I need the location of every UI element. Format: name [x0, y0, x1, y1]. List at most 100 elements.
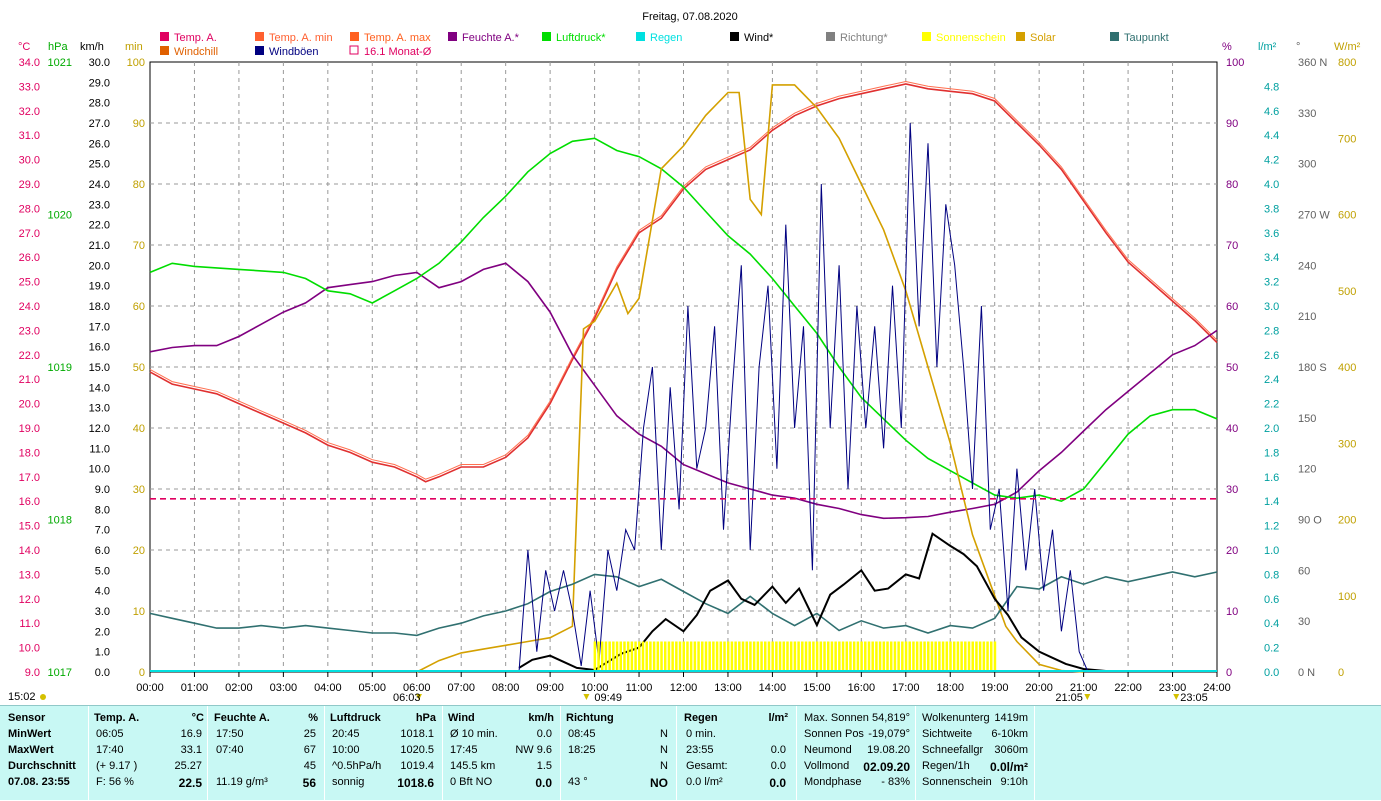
ytick-rain-6: 1.2 [1264, 521, 1279, 533]
xtick-17: 17:00 [892, 682, 920, 694]
marker-sunrise-icon [415, 694, 422, 700]
pc-wind-row-3-value: 0.0 [535, 776, 552, 790]
sun-bar-84 [904, 641, 908, 672]
sun-bar-70 [852, 641, 856, 672]
marker-left-time: 15:02 [8, 691, 36, 703]
sun-bar-106 [986, 641, 989, 672]
sun-bar-80 [889, 641, 893, 672]
ytick-temp-8: 17.0 [19, 472, 40, 484]
weather-chart: Freitag, 07.08.2020 Temp. A. Temp. A. min… [8, 11, 1361, 704]
ytick-kmh-6: 6.0 [95, 545, 110, 557]
pc-druck-header: Luftdruck [330, 712, 381, 724]
sun-icon-left [40, 694, 46, 700]
legend: Temp. A. Temp. A. min Temp. A. max Feuchte … [160, 32, 1169, 58]
pc-cloud-row-3-label: Regen/1h [922, 760, 970, 772]
xtick-21: 21:00 [1070, 682, 1098, 694]
pc-cloud-row-1-label: Sichtweite [922, 728, 973, 740]
sun-bar-60 [815, 641, 819, 672]
ytick-deg-10: 300 [1298, 159, 1316, 171]
sun-bar-73 [864, 641, 867, 672]
ytick-kmh-17: 17.0 [89, 321, 110, 333]
sun-bar-20 [667, 641, 671, 672]
ytick-solar-4: 400 [1338, 362, 1356, 374]
legend-label-10: Taupunkt [1124, 32, 1169, 44]
xtick-0: 00:00 [136, 682, 164, 694]
wind-col: Wind km/h Ø 10 min. 0.0 17:45 NW 9.6 145.5 km 1… [448, 706, 554, 801]
pc-wind-unit: km/h [528, 712, 554, 724]
y-axes: 9.0 10.0 11.0 12.0 13.0 14.0 15.0 16.0 17.0 18.0 1… [19, 57, 1357, 679]
sun-bar-105 [982, 641, 986, 672]
sun-bar-72 [860, 641, 863, 672]
ytick-temp-15: 24.0 [19, 301, 40, 313]
pc-cloud-row-4-label: Sonnenschein [922, 776, 992, 788]
ytick-temp-20: 29.0 [19, 179, 40, 191]
ytick-pct-2: 20 [1226, 545, 1238, 557]
sun-bar-57 [804, 641, 808, 672]
sun-bar-21 [671, 641, 674, 672]
pc-richtung-row-0-value: N [660, 728, 668, 740]
legend-swatch-0 [160, 32, 169, 41]
legend-swatch-5 [636, 32, 645, 41]
ytick-pct-9: 90 [1226, 118, 1238, 130]
sun-bar-58 [808, 641, 811, 672]
pc-cloud-row-2-label: Schneefallgr [922, 744, 984, 756]
pc-cloud-row-2-value: 3060m [994, 744, 1028, 756]
sun-bar-90 [927, 641, 930, 672]
sun-bar-39 [738, 641, 741, 672]
ytick-min-4: 40 [133, 423, 145, 435]
ytick-rain-2: 0.4 [1264, 618, 1279, 630]
legend-label-3: Feuchte A.* [462, 32, 520, 44]
sun-bar-37 [730, 641, 734, 672]
ytick-deg-12: 360 N [1298, 57, 1327, 69]
sun-bar-51 [782, 641, 786, 672]
ytick-kmh-28: 28.0 [89, 98, 110, 110]
sun-bar-46 [764, 641, 767, 672]
sun-bar-69 [849, 641, 852, 672]
ytick-temp-2: 11.0 [19, 618, 40, 630]
legend-swatch-6 [730, 32, 739, 41]
sun-bar-27 [693, 641, 697, 672]
sensor-col: Sensor MinWert MaxWert Durchschnitt 07.0… [8, 706, 88, 801]
sun-bar-61 [819, 641, 823, 672]
xtick-20: 20:00 [1025, 682, 1053, 694]
ytick-temp-1: 10.0 [19, 643, 40, 655]
xtick-10: 10:00 [581, 682, 609, 694]
sun-bar-62 [823, 641, 826, 672]
pc-feuchte-row-3-value: 56 [302, 776, 316, 790]
pc-richtung-row-2-value: N [660, 760, 668, 772]
ytick-temp-14: 23.0 [19, 325, 40, 337]
ytick-temp-5: 14.0 [19, 545, 40, 557]
sun-bar-104 [978, 641, 982, 672]
ytick-pct-5: 50 [1226, 362, 1238, 374]
pc-temp-row-2-label: (+ 9.17 ) [96, 760, 138, 772]
pc-regen-header: Regen [684, 712, 718, 724]
sun-bar-76 [875, 641, 878, 672]
sun-bar-77 [878, 641, 882, 672]
ytick-temp-16: 25.0 [19, 277, 40, 289]
sun-bar-78 [882, 641, 886, 672]
ytick-kmh-27: 27.0 [89, 118, 110, 130]
pc-astro-row-3-value: 02.09.20 [863, 760, 910, 774]
sun-bar-30 [704, 641, 708, 672]
sun-bar-48 [771, 641, 774, 672]
xtick-18: 18:00 [936, 682, 964, 694]
sun-bar-33 [715, 641, 719, 672]
sun-bar-65 [834, 641, 837, 672]
series-layer [149, 80, 1218, 673]
ytick-deg-6: 180 S [1298, 362, 1327, 374]
sun-bar-1 [597, 641, 600, 672]
sun-bar-64 [830, 641, 834, 672]
pc-druck-row-1-value: 1020.5 [400, 744, 434, 756]
sun-bar-41 [745, 641, 748, 672]
legend-swatch-9 [1016, 32, 1025, 41]
ytick-temp-12: 21.0 [19, 374, 40, 386]
ytick-rain-16: 3.2 [1264, 277, 1279, 289]
series-temp-max [149, 80, 1218, 480]
sun-bar-71 [856, 641, 860, 672]
ytick-rain-12: 2.4 [1264, 374, 1279, 386]
ytick-press-0: 1017 [48, 667, 72, 679]
pc-cloud-row-1-value: 6-10km [991, 728, 1028, 740]
chart-title: Freitag, 07.08.2020 [642, 11, 737, 23]
series-sonne [593, 641, 997, 672]
sun-bar-53 [789, 641, 793, 672]
